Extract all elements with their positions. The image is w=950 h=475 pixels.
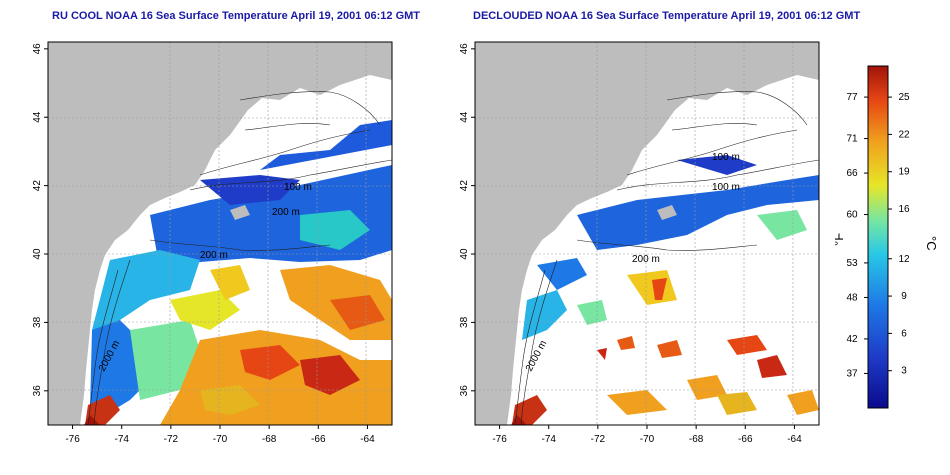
y-tick-label: 46 — [459, 43, 470, 55]
celsius-tick-label: 19 — [898, 167, 910, 178]
y-tick-label: 36 — [32, 385, 43, 397]
fahrenheit-label: °F — [835, 233, 846, 246]
x-tick-label: -66 — [311, 434, 326, 445]
fahrenheit-tick-label: 48 — [846, 292, 858, 303]
left-sst-map: 200 m 100 m 200 m 2000 m -76 -74 -72 -70 -68… — [32, 41, 393, 445]
bathymetry-contours — [87, 91, 392, 425]
celsius-tick-label: 3 — [901, 366, 907, 377]
celsius-tick-label: 25 — [898, 92, 910, 103]
bathymetry-contours — [514, 91, 819, 425]
right-sst-map: 100 m 100 m 200 m 2000 m -76 -74 -72 -70 -68… — [459, 41, 820, 445]
x-tick-label: -74 — [541, 434, 556, 445]
y-tick-label: 38 — [459, 316, 470, 328]
celsius-tick-label: 6 — [901, 328, 907, 339]
fahrenheit-tick-label: 37 — [846, 368, 858, 379]
contour-label: 200 m — [632, 254, 660, 265]
y-tick-label: 42 — [32, 180, 43, 192]
x-tick-label: -72 — [164, 434, 179, 445]
land-mass — [48, 42, 392, 425]
contour-label: 200 m — [272, 207, 300, 218]
y-tick-label: 44 — [32, 111, 43, 123]
y-tick-label: 40 — [32, 248, 43, 260]
celsius-tick-label: 22 — [898, 129, 910, 140]
x-tick-label: -72 — [591, 434, 606, 445]
x-tick-label: -76 — [65, 434, 80, 445]
fahrenheit-tick-label: 66 — [846, 168, 858, 179]
celsius-tick-label: 9 — [901, 291, 907, 302]
y-tick-label: 40 — [459, 248, 470, 260]
lat-lon-grid — [48, 42, 392, 425]
colorbar-gradient — [867, 65, 889, 409]
contour-label: 100 m — [712, 182, 740, 193]
sst-field — [511, 155, 819, 425]
y-axis: 46 44 42 40 38 36 — [459, 43, 475, 397]
x-tick-label: -64 — [360, 434, 375, 445]
left-panel-title: RU COOL NOAA 16 Sea Surface Temperature … — [52, 10, 421, 22]
x-tick-label: -68 — [262, 434, 277, 445]
fahrenheit-tick-label: 53 — [846, 258, 858, 269]
fahrenheit-tick-label: 71 — [846, 134, 858, 145]
contour-label: 200 m — [200, 250, 228, 261]
right-panel-title: DECLOUDED NOAA 16 Sea Surface Temperatur… — [473, 10, 861, 22]
x-tick-label: -76 — [492, 434, 507, 445]
y-tick-label: 46 — [32, 43, 43, 55]
x-axis: -76 -74 -72 -70 -68 -66 -64 — [65, 425, 375, 445]
y-tick-label: 44 — [459, 111, 470, 123]
y-tick-label: 36 — [459, 385, 470, 397]
x-tick-label: -66 — [738, 434, 753, 445]
fahrenheit-tick-label: 77 — [846, 92, 858, 103]
x-tick-label: -70 — [213, 434, 228, 445]
land-mass — [475, 42, 819, 425]
fahrenheit-tick-label: 42 — [846, 334, 858, 345]
contour-label: 100 m — [712, 152, 740, 163]
x-tick-label: -64 — [787, 434, 802, 445]
celsius-tick-label: 12 — [898, 254, 910, 265]
x-axis: -76 -74 -72 -70 -68 -66 -64 — [492, 425, 802, 445]
x-tick-label: -68 — [689, 434, 704, 445]
celsius-label: °C — [924, 236, 939, 251]
y-axis: 46 44 42 40 38 36 — [32, 43, 48, 397]
y-tick-label: 38 — [32, 316, 43, 328]
celsius-tick-label: 16 — [898, 204, 910, 215]
temperature-colorbar: 25 22 19 16 12 9 6 3 77 71 66 60 53 48 42 37 °F °C — [835, 65, 939, 409]
contour-label: 100 m — [284, 182, 312, 193]
lat-lon-grid — [475, 42, 819, 425]
fahrenheit-tick-label: 60 — [846, 210, 858, 221]
sst-field — [84, 120, 392, 425]
y-tick-label: 42 — [459, 180, 470, 192]
x-tick-label: -74 — [114, 434, 129, 445]
x-tick-label: -70 — [640, 434, 655, 445]
